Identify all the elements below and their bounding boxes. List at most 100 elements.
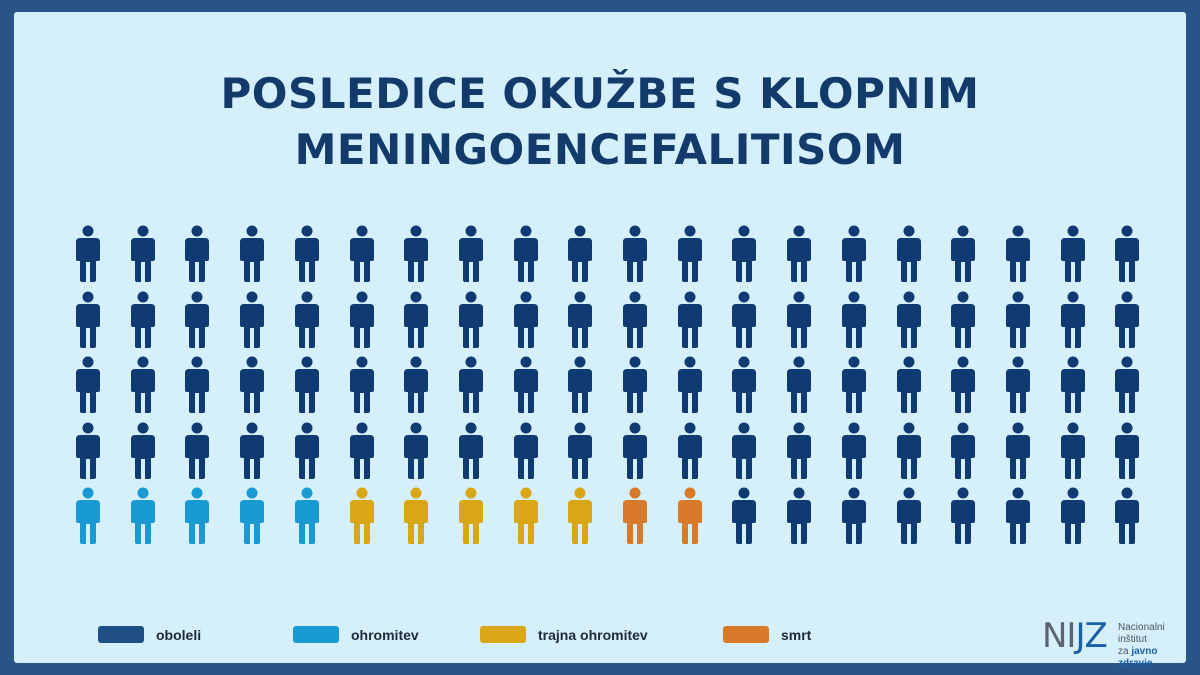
- person-icon-oboleli: [185, 422, 210, 479]
- nijz-logo: NIJZ Nacionalni inštitut za javno zdravj…: [1042, 616, 1192, 669]
- person-icon-oboleli: [1060, 225, 1085, 282]
- person-icon-oboleli: [294, 291, 319, 348]
- person-icon-oboleli: [1060, 487, 1085, 544]
- person-icon-oboleli: [732, 356, 757, 413]
- page-title: POSLEDICE OKUŽBE S KLOPNIM MENINGOENCEFA…: [0, 66, 1200, 178]
- person-icon-oboleli: [732, 422, 757, 479]
- person-icon-oboleli: [951, 356, 976, 413]
- person-icon-oboleli: [896, 487, 921, 544]
- person-icon-oboleli: [1005, 356, 1030, 413]
- person-icon-oboleli: [458, 225, 483, 282]
- person-icon-oboleli: [623, 356, 647, 413]
- person-icon-oboleli: [841, 291, 866, 348]
- person-icon-oboleli: [568, 356, 593, 413]
- logo-mark: NIJZ: [1042, 616, 1108, 656]
- person-icon-ohromitev: [185, 487, 210, 544]
- people-pictogram: [60, 225, 1150, 555]
- person-icon-oboleli: [568, 291, 593, 348]
- person-icon-oboleli: [732, 291, 757, 348]
- person-icon-oboleli: [787, 225, 812, 282]
- person-icon-oboleli: [951, 225, 976, 282]
- person-icon-oboleli: [404, 225, 429, 282]
- person-icon-oboleli: [76, 356, 100, 413]
- person-icon-oboleli: [623, 291, 647, 348]
- person-icon-oboleli: [951, 422, 976, 479]
- person-icon-oboleli: [130, 356, 155, 413]
- legend-swatch: [98, 626, 144, 643]
- person-icon-oboleli: [896, 422, 921, 479]
- legend-swatch: [293, 626, 339, 643]
- person-icon-oboleli: [513, 291, 538, 348]
- legend-label: smrt: [781, 627, 812, 643]
- person-icon-oboleli: [185, 291, 210, 348]
- legend-label: oboleli: [156, 627, 202, 643]
- person-icon-oboleli: [1115, 487, 1140, 544]
- person-icon-ohromitev: [240, 487, 265, 544]
- person-icon-oboleli: [677, 356, 702, 413]
- person-icon-ohromitev: [76, 487, 100, 544]
- person-icon-oboleli: [130, 225, 155, 282]
- person-icon-oboleli: [677, 225, 702, 282]
- person-icon-trajna: [568, 487, 593, 544]
- person-icon-oboleli: [1005, 225, 1030, 282]
- person-icon-oboleli: [732, 487, 757, 544]
- legend-label: trajna ohromitev: [538, 627, 648, 643]
- person-icon-oboleli: [1060, 356, 1085, 413]
- person-icon-oboleli: [1115, 422, 1140, 479]
- person-icon-oboleli: [568, 225, 593, 282]
- person-icon-oboleli: [240, 422, 265, 479]
- person-icon-oboleli: [677, 291, 702, 348]
- person-icon-oboleli: [568, 422, 593, 479]
- person-icon-oboleli: [787, 487, 812, 544]
- person-icon-oboleli: [1005, 422, 1030, 479]
- person-icon-ohromitev: [130, 487, 155, 544]
- person-icon-oboleli: [294, 356, 319, 413]
- person-icon-oboleli: [841, 356, 866, 413]
- logo-text: Nacionalni inštitut za javno zdravje: [1118, 622, 1165, 669]
- person-icon-oboleli: [732, 225, 757, 282]
- person-icon-smrt: [623, 487, 647, 544]
- person-icon-oboleli: [896, 356, 921, 413]
- person-icon-oboleli: [1005, 487, 1030, 544]
- person-icon-oboleli: [458, 291, 483, 348]
- person-icon-oboleli: [76, 225, 100, 282]
- person-icon-oboleli: [787, 422, 812, 479]
- person-icon-oboleli: [76, 291, 100, 348]
- person-icon-oboleli: [1005, 291, 1030, 348]
- person-icon-ohromitev: [294, 487, 319, 544]
- title-line-2: MENINGOENCEFALITISOM: [294, 125, 906, 174]
- title-line-1: POSLEDICE OKUŽBE S KLOPNIM: [220, 69, 980, 118]
- person-icon-oboleli: [513, 225, 538, 282]
- person-icon-oboleli: [294, 422, 319, 479]
- person-icon-oboleli: [240, 291, 265, 348]
- person-icon-oboleli: [787, 356, 812, 413]
- person-icon-oboleli: [1060, 291, 1085, 348]
- legend-swatch: [723, 626, 769, 643]
- person-icon-oboleli: [623, 225, 647, 282]
- person-icon-oboleli: [349, 291, 374, 348]
- person-icon-oboleli: [787, 291, 812, 348]
- person-icon-oboleli: [841, 225, 866, 282]
- person-icon-oboleli: [1115, 225, 1140, 282]
- person-icon-oboleli: [1115, 356, 1140, 413]
- person-icon-oboleli: [130, 291, 155, 348]
- legend-label: ohromitev: [351, 627, 419, 643]
- person-icon-oboleli: [130, 422, 155, 479]
- person-icon-oboleli: [677, 422, 702, 479]
- person-icon-oboleli: [404, 291, 429, 348]
- person-icon-oboleli: [349, 356, 374, 413]
- person-icon-oboleli: [896, 291, 921, 348]
- person-icon-oboleli: [841, 487, 866, 544]
- person-icon-trajna: [513, 487, 538, 544]
- person-icon-trajna: [404, 487, 429, 544]
- person-icon-smrt: [677, 487, 702, 544]
- person-icon-oboleli: [896, 225, 921, 282]
- person-icon-trajna: [458, 487, 483, 544]
- person-icon-oboleli: [841, 422, 866, 479]
- person-icon-oboleli: [404, 422, 429, 479]
- person-icon-trajna: [349, 487, 374, 544]
- infographic-panel: [14, 12, 1186, 663]
- person-icon-oboleli: [458, 356, 483, 413]
- person-icon-oboleli: [185, 356, 210, 413]
- person-icon-oboleli: [1115, 291, 1140, 348]
